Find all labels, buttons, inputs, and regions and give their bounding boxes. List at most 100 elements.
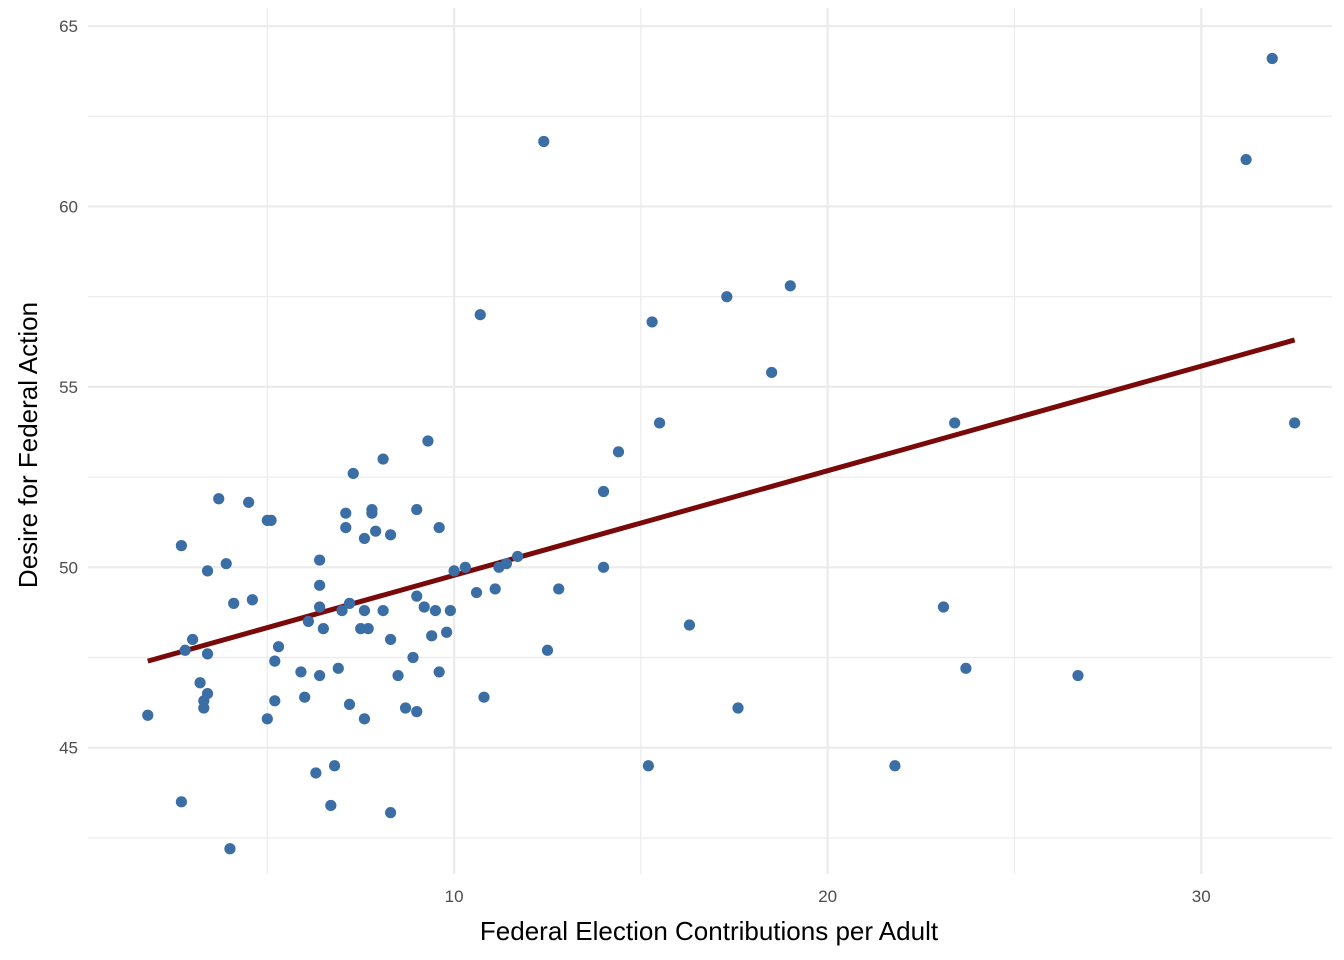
- data-point: [384, 807, 397, 819]
- data-point: [1240, 153, 1252, 166]
- data-point: [949, 417, 961, 429]
- data-point: [418, 601, 430, 613]
- x-axis-tick-labels: 10 20 30: [445, 887, 1211, 906]
- data-point: [265, 514, 277, 526]
- x-tick-label: 30: [1192, 887, 1211, 906]
- data-point: [766, 366, 778, 379]
- data-point: [489, 583, 501, 595]
- y-tick-label: 55: [59, 378, 78, 397]
- data-point: [362, 623, 374, 635]
- data-point: [332, 662, 344, 674]
- data-point: [1289, 417, 1301, 429]
- x-tick-label: 20: [818, 887, 837, 906]
- data-point: [246, 594, 258, 606]
- data-point: [597, 485, 610, 498]
- major-gridlines: [88, 8, 1332, 874]
- data-point: [366, 507, 378, 519]
- x-axis-title: Federal Election Contributions per Adult: [480, 916, 939, 946]
- data-point: [1266, 52, 1278, 65]
- data-point: [314, 669, 326, 682]
- data-point: [175, 540, 187, 552]
- y-tick-label: 60: [59, 197, 78, 216]
- data-point: [142, 709, 154, 721]
- data-point: [201, 565, 214, 577]
- data-point: [340, 522, 352, 534]
- data-point: [500, 558, 513, 570]
- x-tick-label: 10: [445, 887, 464, 906]
- data-point: [541, 644, 554, 656]
- data-point: [343, 698, 356, 711]
- data-point: [314, 579, 326, 591]
- data-point: [224, 843, 236, 855]
- data-point: [478, 691, 490, 703]
- y-axis-title: Desire for Federal Action: [13, 302, 43, 588]
- data-point: [433, 666, 445, 678]
- data-point: [448, 565, 460, 577]
- data-point: [474, 309, 486, 321]
- data-point: [220, 558, 232, 570]
- data-point: [213, 493, 225, 505]
- data-point: [175, 796, 187, 808]
- data-point: [960, 662, 972, 674]
- data-point: [642, 760, 654, 772]
- data-point: [646, 316, 658, 328]
- data-point: [384, 633, 397, 646]
- data-point: [377, 453, 389, 465]
- data-point: [358, 532, 371, 545]
- y-axis-tick-labels: 45 50 55 60 65: [59, 17, 78, 758]
- data-point: [377, 604, 389, 617]
- data-point: [411, 503, 423, 516]
- data-point: [187, 633, 199, 646]
- data-point: [358, 604, 371, 617]
- data-point: [459, 561, 471, 573]
- data-point: [269, 695, 281, 707]
- data-point: [411, 706, 423, 718]
- data-point: [1072, 669, 1084, 682]
- data-point: [343, 597, 356, 609]
- data-point: [272, 641, 285, 653]
- y-tick-label: 65: [59, 17, 78, 36]
- data-point: [683, 619, 696, 631]
- data-point: [340, 507, 352, 519]
- data-point: [299, 691, 311, 703]
- data-point: [370, 525, 382, 537]
- data-point: [653, 417, 666, 429]
- data-point: [325, 799, 337, 812]
- data-point: [384, 529, 397, 541]
- data-point: [201, 648, 214, 660]
- data-point: [732, 702, 744, 714]
- data-point: [295, 666, 307, 678]
- data-point: [314, 554, 326, 566]
- trend-line: [147, 337, 1296, 664]
- data-point: [228, 597, 240, 609]
- data-point: [422, 435, 434, 447]
- data-point: [358, 713, 371, 725]
- data-point: [937, 601, 950, 613]
- data-point: [444, 604, 456, 617]
- y-tick-label: 45: [59, 739, 78, 758]
- data-point: [243, 496, 255, 508]
- data-point: [317, 623, 329, 635]
- data-point: [784, 280, 796, 292]
- data-point: [612, 446, 625, 458]
- data-point: [198, 702, 210, 714]
- data-point: [426, 630, 438, 642]
- data-point: [336, 604, 348, 617]
- data-point: [310, 767, 322, 779]
- data-point: [194, 677, 206, 689]
- trend-line-layer: [147, 337, 1296, 664]
- data-point: [399, 702, 412, 714]
- data-point: [179, 644, 191, 656]
- data-point: [347, 467, 359, 480]
- data-point: [721, 291, 733, 303]
- data-point: [433, 522, 445, 534]
- data-point: [201, 687, 214, 700]
- data-point: [261, 713, 273, 725]
- data-point: [441, 626, 453, 638]
- data-point: [392, 669, 404, 682]
- data-point: [314, 601, 326, 613]
- data-point: [512, 550, 524, 563]
- data-point: [597, 561, 610, 573]
- data-point: [302, 615, 315, 628]
- data-point: [328, 760, 341, 772]
